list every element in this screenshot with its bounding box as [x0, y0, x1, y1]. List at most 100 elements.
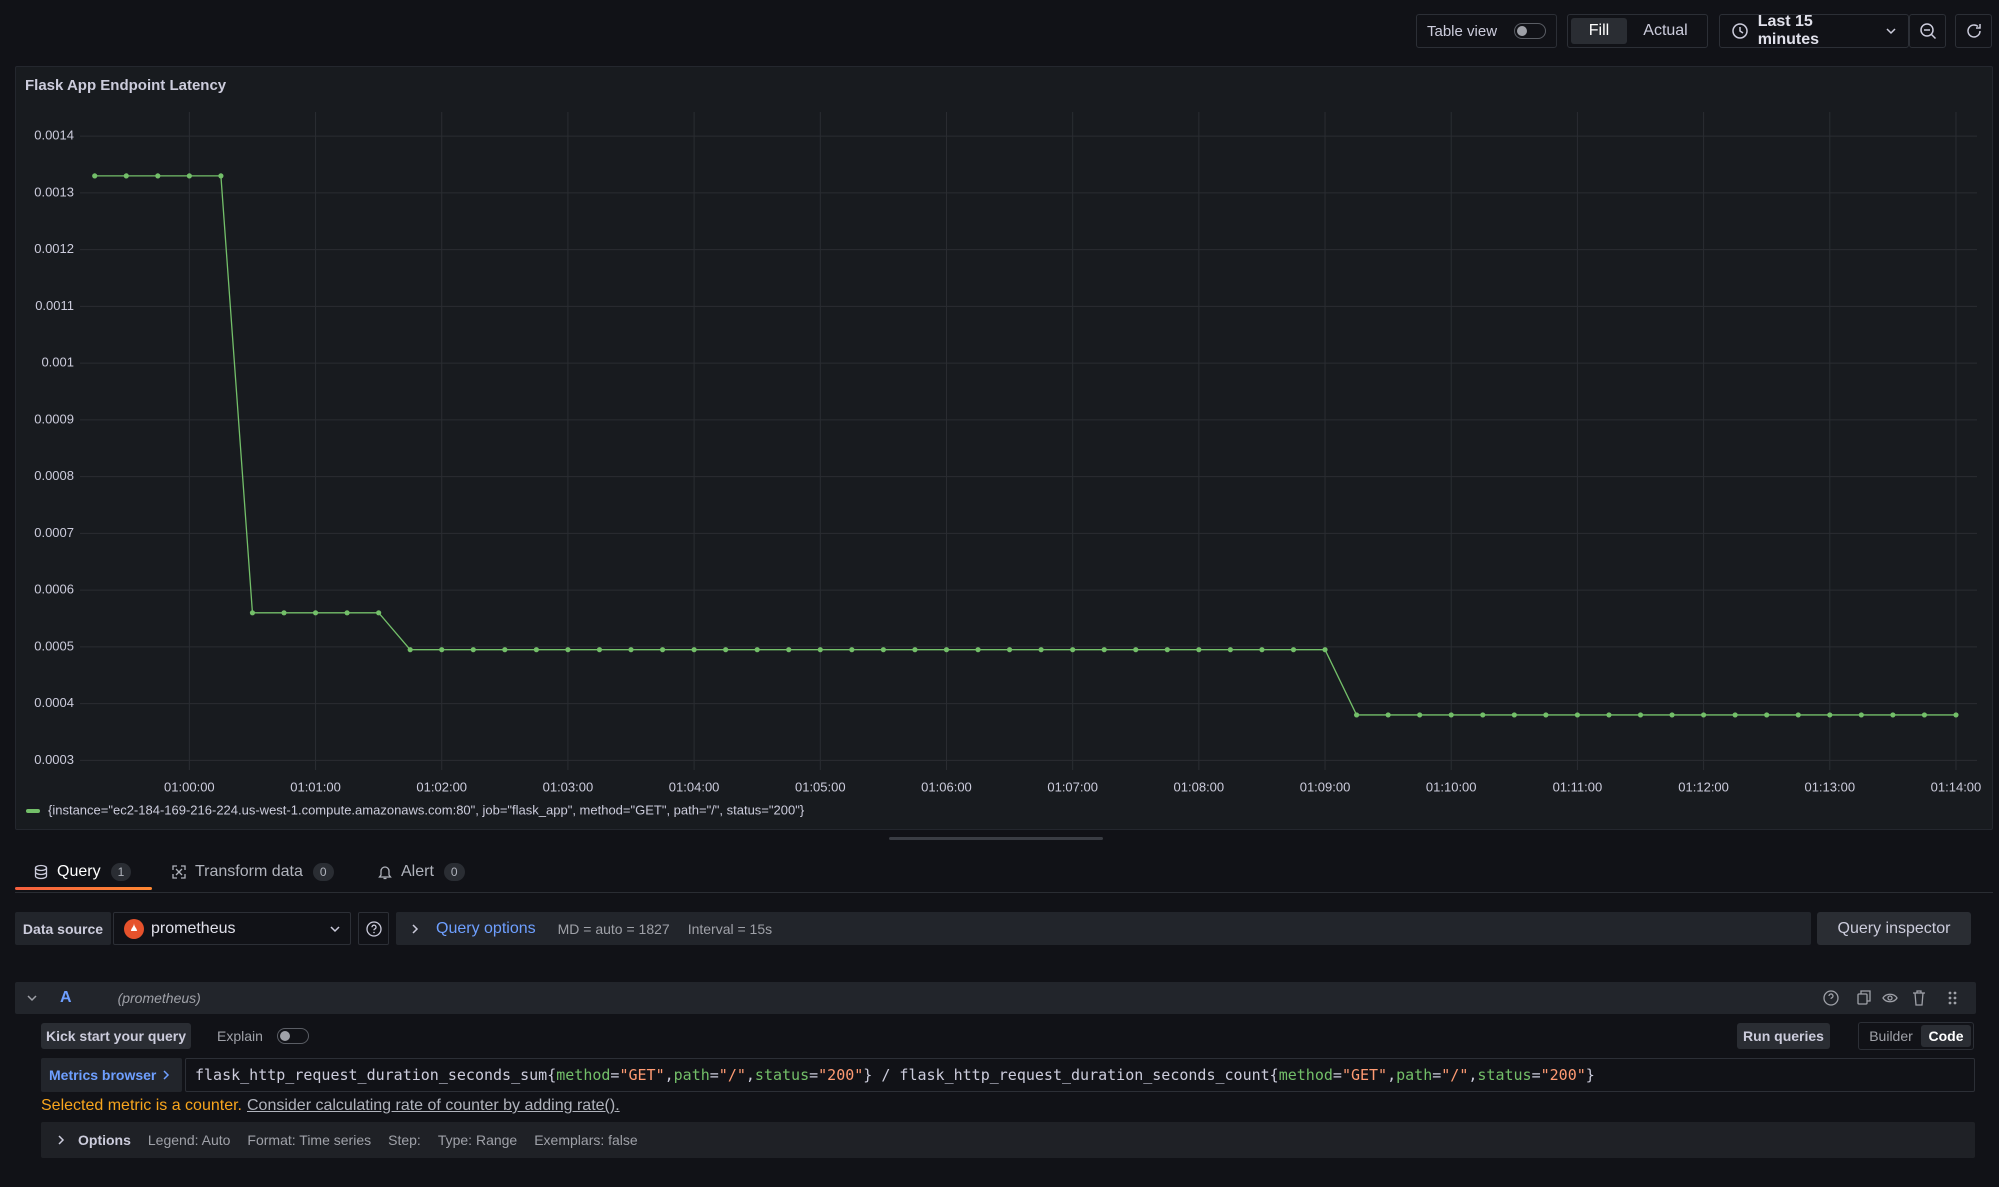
code-button[interactable]: Code [1921, 1025, 1971, 1047]
data-point [124, 173, 129, 178]
expression-token: = [610, 1066, 619, 1084]
tab-query[interactable]: Query 1 [34, 860, 131, 884]
data-point [565, 647, 570, 652]
builder-button[interactable]: Builder [1861, 1028, 1921, 1044]
panel: Flask App Endpoint Latency 0.00030.00040… [15, 66, 1993, 830]
query-inspector-button[interactable]: Query inspector [1817, 912, 1971, 945]
help-icon [366, 921, 382, 937]
expression-token: "/" [719, 1066, 746, 1084]
run-queries-button[interactable]: Run queries [1737, 1023, 1830, 1049]
x-tick-label: 01:13:00 [1804, 779, 1855, 794]
data-point [849, 647, 854, 652]
kick-start-button[interactable]: Kick start your query [41, 1023, 191, 1049]
time-range-picker[interactable]: Last 15 minutes [1719, 14, 1909, 48]
expression-token: = [1532, 1066, 1541, 1084]
editor-mode-group: Builder Code [1858, 1022, 1974, 1050]
query-options-link[interactable]: Query options [436, 920, 536, 938]
expression-token: "GET" [619, 1066, 664, 1084]
data-point [1638, 712, 1643, 717]
expression-token: } [1586, 1066, 1595, 1084]
data-point [912, 647, 917, 652]
data-point [1922, 712, 1927, 717]
warning-link[interactable]: Consider calculating rate of counter by … [247, 1097, 620, 1115]
data-point [1007, 647, 1012, 652]
data-point [344, 610, 349, 615]
zoom-out-button[interactable] [1909, 14, 1946, 48]
data-point [1259, 647, 1264, 652]
transform-icon [172, 865, 186, 879]
toggle[interactable] [1514, 23, 1546, 39]
y-tick-label: 0.0012 [34, 241, 74, 256]
y-tick-label: 0.0006 [34, 582, 74, 597]
data-point [818, 647, 823, 652]
data-point [1196, 647, 1201, 652]
data-point [1039, 647, 1044, 652]
x-tick-label: 01:11:00 [1553, 779, 1603, 794]
data-point [597, 647, 602, 652]
chart: Flask App Endpoint Latency 0.00030.00040… [16, 67, 1992, 829]
data-point [1543, 712, 1548, 717]
table-view-switch[interactable]: Table view [1416, 14, 1557, 48]
data-point [628, 647, 633, 652]
data-point [1133, 647, 1138, 652]
data-point [1575, 712, 1580, 717]
collapse-icon[interactable] [27, 993, 37, 1003]
help-button[interactable] [358, 912, 389, 945]
data-point [1827, 712, 1832, 717]
resize-handle[interactable] [889, 837, 1103, 840]
tab-count: 0 [444, 863, 465, 881]
data-point [1512, 712, 1517, 717]
query-editor[interactable]: flask_http_request_duration_seconds_sum{… [185, 1058, 1975, 1092]
fill-actual-group: Fill Actual [1567, 14, 1708, 48]
tab-count: 0 [313, 863, 334, 881]
series-line [95, 176, 1956, 715]
expression-token: = [809, 1066, 818, 1084]
data-point [1953, 712, 1958, 717]
data-point [1669, 712, 1674, 717]
tab-count: 1 [111, 863, 132, 881]
data-point [1890, 712, 1895, 717]
data-point [1480, 712, 1485, 717]
query-actions [1822, 989, 1972, 1007]
data-point [786, 647, 791, 652]
y-tick-label: 0.0009 [34, 411, 74, 426]
data-point [250, 610, 255, 615]
explain-switch[interactable]: Explain [217, 1023, 309, 1049]
y-tick-label: 0.0004 [34, 695, 74, 710]
explain-label: Explain [217, 1028, 263, 1044]
data-point [755, 647, 760, 652]
options-row[interactable]: Options Legend: Auto Format: Time series… [41, 1122, 1975, 1158]
tab-alert[interactable]: Alert 0 [378, 860, 465, 884]
data-point [281, 610, 286, 615]
interval: Interval = 15s [688, 921, 772, 937]
max-data-points: MD = auto = 1827 [558, 921, 670, 937]
expression-token: status [755, 1066, 809, 1084]
data-point [1764, 712, 1769, 717]
x-tick-label: 01:12:00 [1678, 779, 1729, 794]
actual-button[interactable]: Actual [1627, 22, 1704, 40]
expression-token: "/" [1441, 1066, 1468, 1084]
data-point [723, 647, 728, 652]
data-point [376, 610, 381, 615]
data-source-select[interactable]: prometheus [113, 912, 351, 945]
y-tick-label: 0.0008 [34, 468, 74, 483]
data-point [1859, 712, 1864, 717]
active-tab-indicator [15, 887, 152, 890]
data-point [944, 647, 949, 652]
refresh-button[interactable] [1955, 14, 1992, 48]
data-point [218, 173, 223, 178]
tab-transform[interactable]: Transform data 0 [172, 860, 334, 884]
x-tick-label: 01:00:00 [164, 779, 215, 794]
fill-button[interactable]: Fill [1571, 18, 1627, 44]
expression-token: method [556, 1066, 610, 1084]
metrics-browser-button[interactable]: Metrics browser [41, 1058, 182, 1092]
expression-token: = [1432, 1066, 1441, 1084]
data-point [187, 173, 192, 178]
toggle[interactable] [277, 1028, 309, 1044]
chevron-icon [1886, 26, 1896, 36]
expression-token: flask_http_request_duration_seconds_sum{ [195, 1066, 556, 1084]
x-tick-label: 01:06:00 [921, 779, 972, 794]
x-tick-label: 01:04:00 [669, 779, 720, 794]
data-point [975, 647, 980, 652]
prometheus-logo [124, 919, 144, 939]
